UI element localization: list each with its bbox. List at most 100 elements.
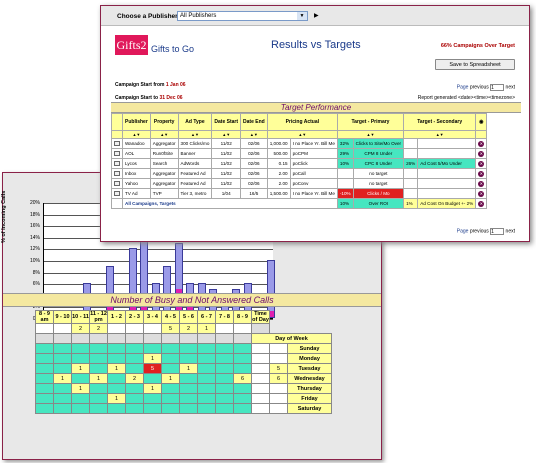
table-cell: 1,000.00 — [266, 138, 291, 149]
results-window: Choose a Publisher All Publishers ▼ ▶ Gif… — [100, 5, 530, 242]
day-label: Tuesday — [287, 363, 332, 374]
blank-cell — [251, 363, 270, 374]
table-row[interactable]: Yahoo Aggregator Featured Ad 11/02 02/06 2.00… — [111, 178, 488, 189]
column-header: Date End — [240, 113, 268, 131]
table-row[interactable]: Wanadoo Aggregator 300 Clicks/mo 11/02 02/06… — [111, 138, 488, 149]
table-cell: 02/06 — [240, 158, 268, 169]
previous-link[interactable]: previous — [469, 228, 489, 235]
table-row[interactable]: TV Ad TVP Tier 3, metro 1/04 16/5 1,500.00 I n… — [111, 188, 488, 199]
table-cell: Aggregator — [149, 138, 179, 149]
day-row: 1 1 2 1 6 6 Wednesday — [35, 373, 332, 384]
close-icon[interactable]: ✕ — [478, 150, 485, 157]
sort-icon[interactable]: ▲▼ — [266, 130, 338, 139]
table-cell: 11/02 — [211, 178, 242, 189]
close-icon[interactable]: ✕ — [478, 190, 485, 197]
day-label: Friday — [287, 393, 332, 404]
save-spreadsheet-button[interactable]: Save to Spreadsheet — [435, 59, 515, 70]
page-input[interactable] — [490, 228, 505, 235]
busy-cell — [233, 403, 252, 414]
publisher-select[interactable]: All Publishers ▼ — [177, 11, 308, 21]
previous-link[interactable]: previous — [469, 84, 489, 91]
busy-cell: 1 — [107, 393, 126, 404]
busy-cell: 1 — [107, 363, 126, 374]
page-label: Page — [456, 228, 469, 235]
sort-icon[interactable]: ▲▼ — [403, 130, 477, 139]
busy-cell — [89, 393, 108, 404]
row-action[interactable]: ✕ — [475, 188, 488, 199]
day-total — [269, 353, 288, 364]
target-performance-title: Target Performance — [111, 102, 521, 113]
close-icon[interactable]: ✕ — [478, 140, 485, 147]
busy-cell — [107, 343, 126, 354]
close-icon[interactable]: ✕ — [478, 170, 485, 177]
busy-cell — [161, 343, 180, 354]
all-campaigns-row[interactable]: All Campaigns, Targets 10% Over ROI 1% Ad Co… — [111, 198, 488, 209]
busy-cell: 6 — [233, 373, 252, 384]
busy-cell — [197, 343, 216, 354]
busy-cell — [35, 343, 54, 354]
busy-cell — [71, 403, 90, 414]
close-icon[interactable]: ✕ — [478, 180, 485, 187]
detail-icon[interactable] — [111, 148, 123, 159]
sort-icon[interactable]: ▲▼ — [336, 130, 405, 139]
busy-cell: 2 — [125, 373, 144, 384]
pricing-cell: I no Place Yr. Bill Me — [289, 188, 338, 199]
day-total: 5 — [269, 363, 288, 374]
row-action[interactable]: ✕ — [475, 178, 488, 189]
busy-cell — [233, 383, 252, 394]
primary-pct — [336, 178, 354, 189]
sort-icon[interactable]: ▲▼ — [149, 130, 179, 139]
blank-cell — [111, 130, 123, 139]
busy-cell — [107, 353, 126, 364]
blank-cell — [251, 353, 270, 364]
close-icon[interactable]: ✕ — [478, 200, 485, 207]
sort-icon[interactable]: ▲▼ — [211, 130, 242, 139]
blank-cell — [107, 333, 126, 344]
day-total: 6 — [269, 373, 288, 384]
gridline — [44, 261, 273, 262]
table-row[interactable]: AOL Run0fSite Banner 11/02 02/06 500.00 poCPM 2… — [111, 148, 488, 159]
pagination-top: Page previous next — [457, 84, 515, 91]
sort-icon[interactable]: ▲▼ — [122, 130, 151, 139]
row-action[interactable]: ✕ — [475, 168, 488, 179]
row-action[interactable]: ✕ — [475, 138, 488, 149]
detail-icon[interactable] — [111, 188, 123, 199]
page-input[interactable] — [490, 84, 505, 91]
day-total — [269, 383, 288, 394]
detail-icon[interactable] — [111, 168, 123, 179]
end-value[interactable]: 31 Dec 06 — [159, 95, 183, 101]
table-cell: TVP — [149, 188, 179, 199]
publisher-bar: Choose a Publisher All Publishers ▼ ▶ — [101, 6, 529, 26]
busy-cell — [197, 393, 216, 404]
start-label: Campaign Start from — [115, 82, 165, 88]
sort-icon[interactable]: ▲▼ — [177, 130, 213, 139]
secondary-target: Ad Cost On Budget +- 2% — [417, 198, 477, 209]
close-icon[interactable]: ✕ — [478, 160, 485, 167]
hour-total — [107, 323, 126, 334]
detail-icon[interactable] — [111, 138, 123, 149]
table-row[interactable]: Inbox Aggregator Featured Ad 11/02 02/06 2.00… — [111, 168, 488, 179]
blank-cell — [161, 333, 180, 344]
row-action[interactable]: ✕ — [475, 158, 488, 169]
play-icon[interactable]: ▶ — [314, 13, 319, 19]
table-row[interactable]: Lycos Search AdWords 11/02 02/06 0.15 poClick 1… — [111, 158, 488, 169]
next-link[interactable]: next — [505, 228, 515, 235]
busy-cell — [215, 383, 234, 394]
start-value[interactable]: 1 Jan 06 — [165, 82, 186, 88]
blank-cell — [251, 403, 270, 414]
detail-icon[interactable] — [111, 178, 123, 189]
brand-name: Gifts to Go — [151, 44, 195, 54]
sort-icon[interactable]: ▲▼ — [240, 130, 268, 139]
pricing-cell: poClick — [289, 158, 338, 169]
busy-cell: 1 — [143, 353, 162, 364]
chart-bar-segment — [267, 311, 274, 317]
blank-cell — [251, 373, 270, 384]
next-link[interactable]: next — [505, 84, 515, 91]
detail-icon[interactable] — [111, 158, 123, 169]
row-action[interactable]: ✕ — [475, 198, 488, 209]
row-action[interactable]: ✕ — [475, 148, 488, 159]
busy-cell — [143, 403, 162, 414]
busy-cell — [89, 353, 108, 364]
settings-icon[interactable]: ◉ — [475, 113, 488, 131]
day-row: 1 1 5 1 5 Tuesday — [35, 363, 332, 374]
